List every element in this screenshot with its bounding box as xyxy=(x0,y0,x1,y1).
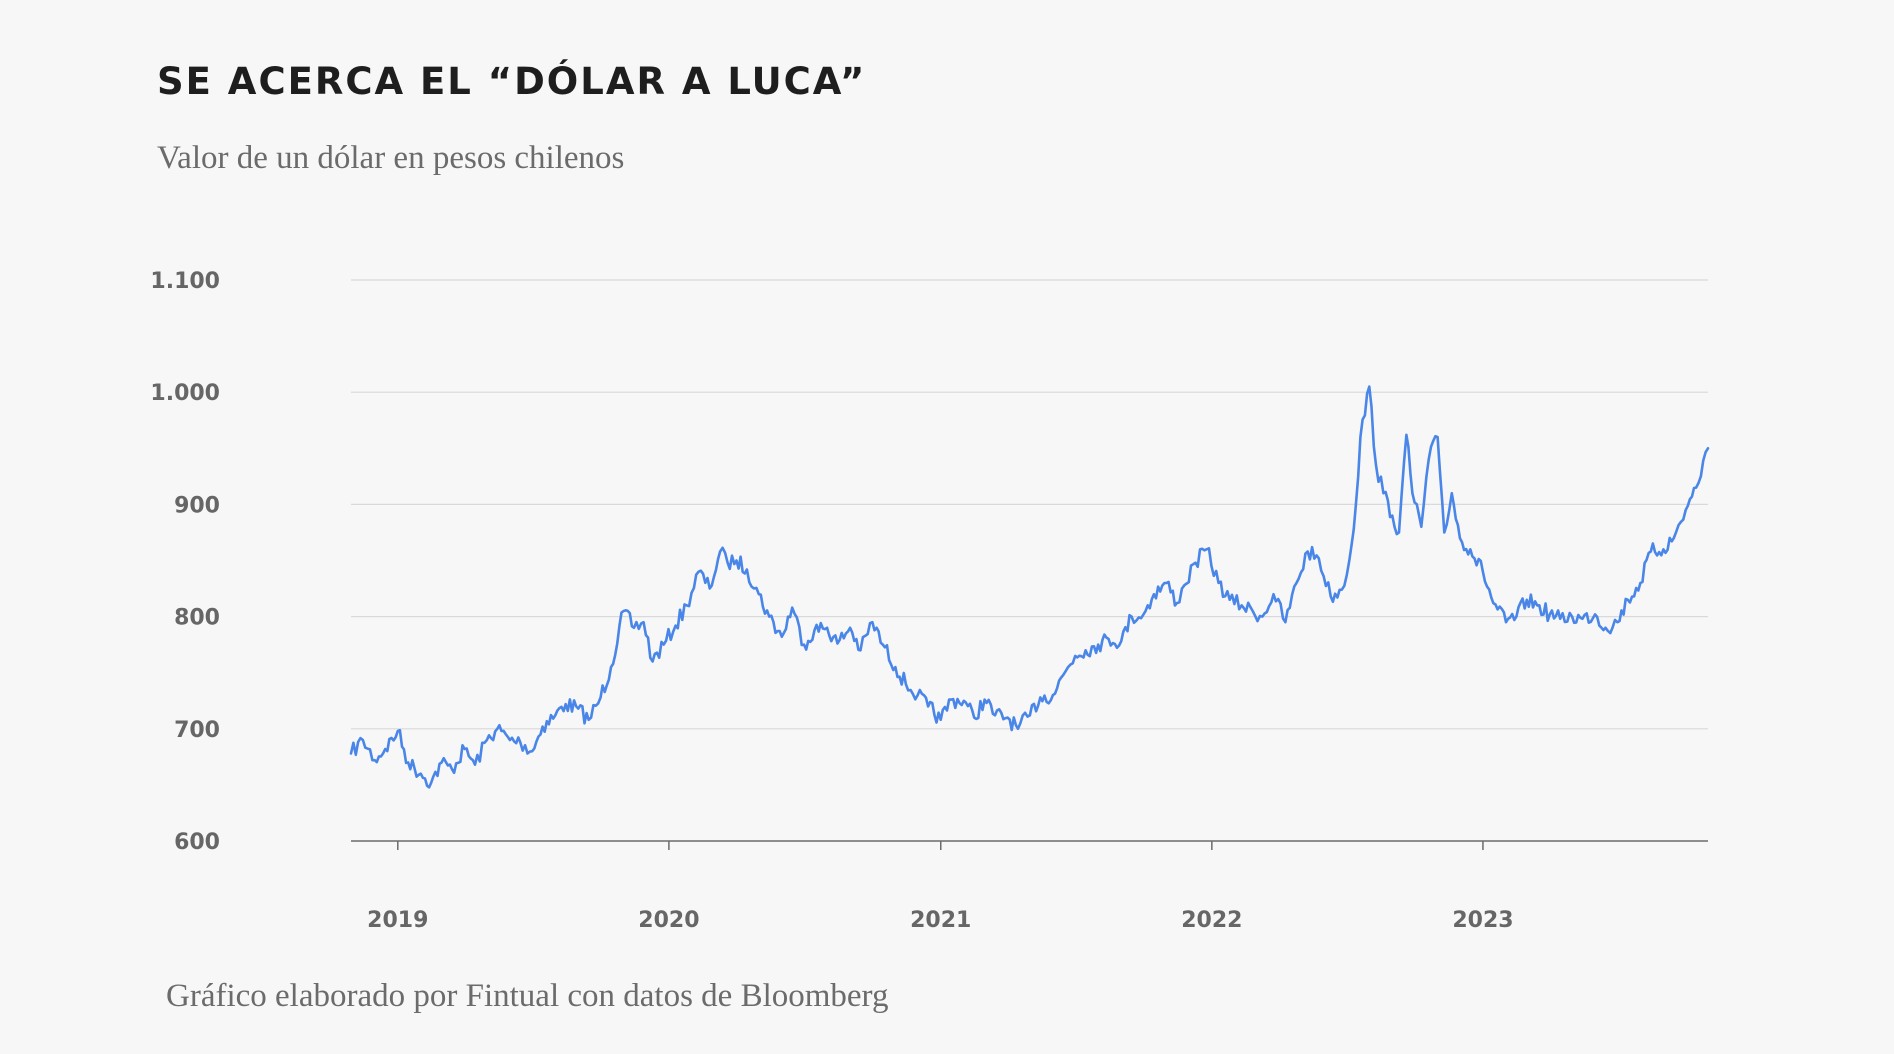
y-tick-label: 600 xyxy=(174,830,220,855)
y-tick-label: 1.000 xyxy=(150,381,220,406)
series-line xyxy=(349,385,1710,789)
chart-subtitle: Valor de un dólar en pesos chilenos xyxy=(157,140,625,176)
x-axis xyxy=(351,840,1708,850)
y-tick-label: 700 xyxy=(174,718,220,743)
series-group xyxy=(349,385,1710,789)
x-tick-label: 2020 xyxy=(638,908,699,933)
y-tick-label: 900 xyxy=(174,493,220,518)
y-tick-label: 1.100 xyxy=(150,269,220,294)
y-tick-label: 800 xyxy=(174,606,220,631)
chart-title: SE ACERCA EL “DÓLAR A LUCA” xyxy=(157,60,867,103)
x-tick-label: 2022 xyxy=(1181,908,1242,933)
gridlines xyxy=(351,279,1708,730)
source-note: Gráfico elaborado por Fintual con datos … xyxy=(166,978,889,1014)
x-tick-label: 2021 xyxy=(910,908,971,933)
y-axis-tick-labels: 600 700 800 900 1.000 1.100 xyxy=(150,269,220,855)
x-axis-tick-labels: 2019 2020 2021 2022 2023 xyxy=(367,908,1513,933)
x-tick-label: 2023 xyxy=(1452,908,1513,933)
x-tick-label: 2019 xyxy=(367,908,428,933)
